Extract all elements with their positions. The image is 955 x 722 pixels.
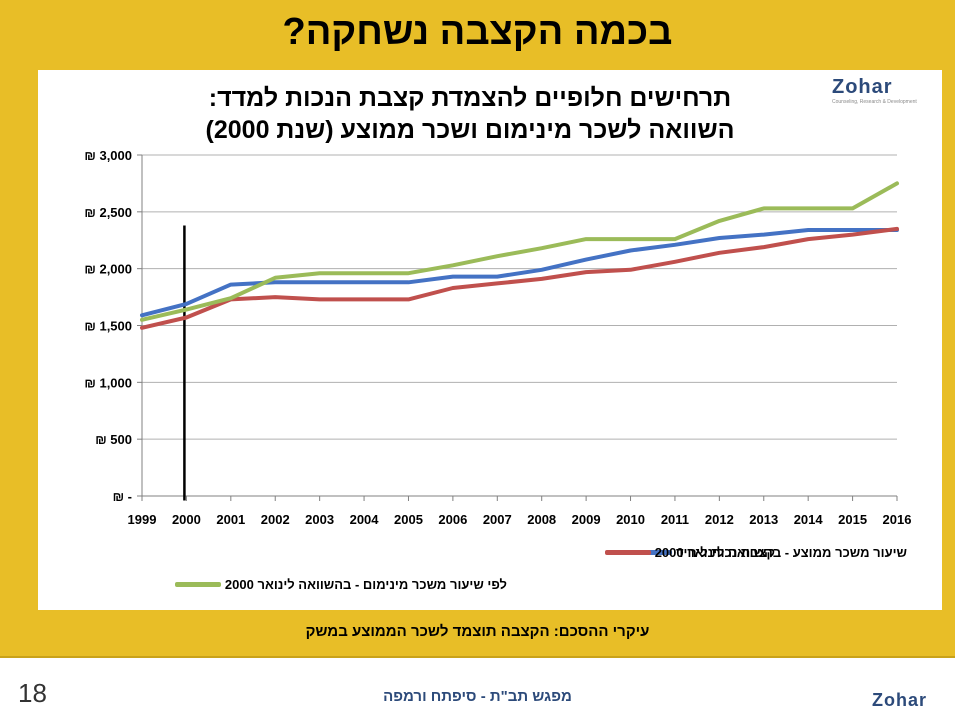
x-tick-label: 2016 (883, 512, 912, 527)
chart-title: תרחישים חלופיים להצמדת קצבת הנכות למדד: … (120, 82, 820, 146)
legend-item-minimum-wage: לפי שיעור משכר מינימום - בהשוואה לינואר … (174, 577, 507, 592)
x-tick-label: 2005 (394, 512, 423, 527)
x-tick-label: 2004 (350, 512, 380, 527)
x-tick-label: 2002 (261, 512, 290, 527)
legend-swatch-green (174, 582, 221, 587)
footer-text: מפגש תב"ת - סיפתח ורמפה (383, 688, 572, 705)
legend-label-disability: קצבת נכות ליחיד (675, 545, 775, 560)
chart-title-line-1: תרחישים חלופיים להצמדת קצבת הנכות למדד: (208, 84, 732, 112)
x-tick-label: 2012 (705, 512, 734, 527)
x-tick-label: 2000 (172, 512, 201, 527)
legend-swatch-red (604, 550, 651, 555)
y-tick-label: ₪ - (113, 489, 132, 504)
x-tick-label: 2015 (838, 512, 867, 527)
zohar-logo-footer: Zohar (872, 690, 927, 711)
zohar-logo-chart: Zohar Counseling, Research & Development (832, 76, 917, 105)
x-tick-label: 2013 (749, 512, 778, 527)
y-tick-label: ₪ 3,000 (84, 148, 132, 163)
y-tick-label: ₪ 2,500 (84, 205, 132, 220)
legend-label-minimum-wage: לפי שיעור משכר מינימום - בהשוואה לינואר … (224, 577, 507, 592)
x-tick-label: 2008 (527, 512, 556, 527)
bottom-note: עיקרי ההסכם: הקצבה תוצמד לשכר הממוצע במש… (305, 623, 650, 640)
x-tick-label: 2003 (305, 512, 334, 527)
x-tick-label: 2001 (216, 512, 245, 527)
chart-title-line-2: השוואה לשכר מינימום ושכר ממוצע (שנת 2000… (205, 116, 735, 144)
x-tick-label: 2009 (572, 512, 601, 527)
x-tick-label: 1999 (128, 512, 157, 527)
x-tick-label: 2011 (661, 512, 689, 527)
x-tick-label: 2007 (483, 512, 512, 527)
y-tick-label: ₪ 1,000 (84, 375, 132, 390)
y-tick-label: ₪ 1,500 (84, 319, 132, 334)
page-number: 18 (18, 678, 47, 708)
logo-wordmark-footer: Zohar (872, 690, 928, 710)
logo-tagline: Counseling, Research & Development (832, 99, 917, 105)
legend-label-average-wage: שיעור משכר ממוצע - בהשוואה לינואר 2000 (654, 545, 907, 560)
x-tick-label: 2006 (438, 512, 467, 527)
x-tick-label: 2010 (616, 512, 645, 527)
slide-title: בכמה הקצבה נשחקה? (282, 11, 673, 53)
y-tick-label: ₪ 2,000 (84, 262, 132, 277)
series-line-2 (140, 181, 899, 322)
chart-panel (38, 70, 942, 610)
series-line-1 (140, 226, 899, 330)
line-chart: ₪ - ₪ 500 ₪ 1,000 ₪ 1,500 ₪ 2,000 ₪ 2,500 ₪ 3,… (84, 148, 912, 527)
frame-divider (0, 656, 955, 658)
logo-wordmark: Zohar (832, 76, 893, 98)
legend-item-average-wage: שיעור משכר ממוצע - בהשוואה לינואר 2000 (604, 545, 907, 560)
y-tick-label: ₪ 500 (95, 432, 132, 447)
x-tick-label: 2014 (794, 512, 824, 527)
